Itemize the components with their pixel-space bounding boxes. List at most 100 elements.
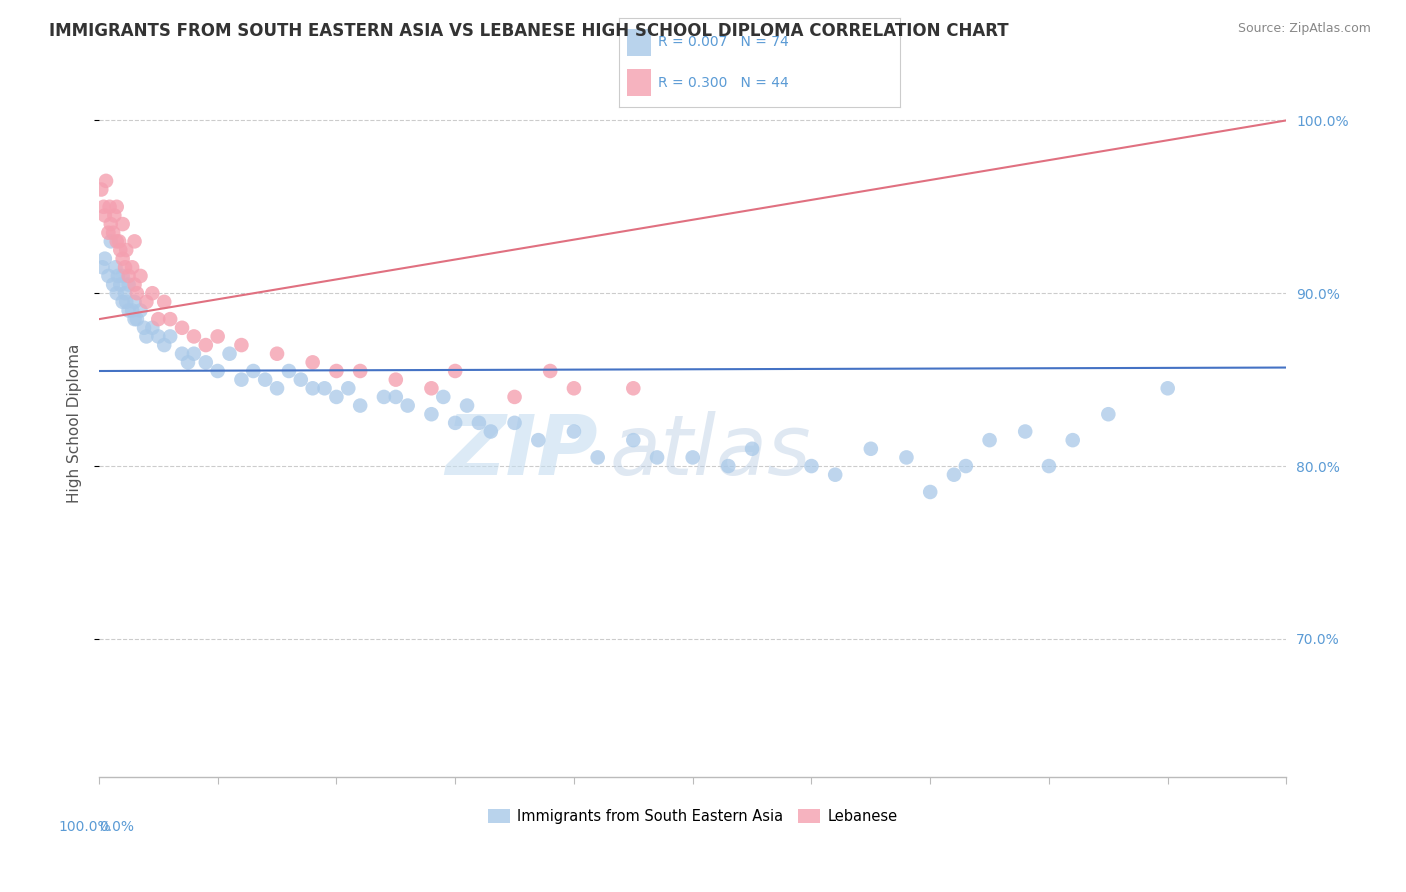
Point [682,450,704,465]
Point [207,364,229,378]
Point [621,433,644,447]
Point [183,347,205,361]
Point [148,329,170,343]
Point [1062,433,1084,447]
Point [586,450,609,465]
Point [800,458,823,473]
Point [108,235,131,249]
Point [183,329,205,343]
Point [231,373,253,387]
Bar [627,29,651,55]
Point [98,200,121,214]
Point [444,364,467,378]
Point [121,303,143,318]
Text: ZIP: ZIP [446,410,598,491]
Point [479,425,502,439]
Point [717,458,740,473]
Point [562,425,585,439]
Point [468,416,491,430]
Point [503,390,526,404]
Point [254,373,277,387]
Point [117,268,139,283]
Point [645,450,668,465]
Text: 100.0%: 100.0% [58,820,111,834]
Point [121,260,143,275]
Point [444,416,467,430]
Point [103,209,125,223]
Point [955,458,977,473]
Point [105,200,128,214]
Point [170,347,193,361]
Point [132,320,155,334]
Point [538,364,561,378]
Point [100,217,122,231]
Text: atlas: atlas [610,410,811,491]
Point [101,277,124,292]
Point [170,320,193,334]
Point [115,294,138,309]
Point [942,467,965,482]
Point [194,355,217,369]
Point [314,381,336,395]
Point [420,381,443,395]
Point [385,390,408,404]
Legend: Immigrants from South Eastern Asia, Lebanese: Immigrants from South Eastern Asia, Leba… [482,804,903,830]
Text: 0.0%: 0.0% [98,820,134,834]
Point [920,485,942,500]
Point [129,303,152,318]
Point [621,381,644,395]
Point [159,312,181,326]
Point [100,235,122,249]
Point [141,320,163,334]
Point [124,277,146,292]
Point [177,355,200,369]
Point [194,338,217,352]
Point [107,268,129,283]
Bar [627,70,651,96]
Point [432,390,454,404]
Point [349,364,371,378]
Point [111,268,134,283]
Point [110,243,132,257]
Point [91,260,114,275]
Point [301,355,323,369]
Point [115,243,138,257]
Point [117,277,139,292]
Point [385,373,408,387]
Point [94,252,117,266]
Point [148,312,170,326]
Point [349,399,371,413]
Point [125,286,148,301]
Point [301,381,323,395]
Point [111,294,134,309]
Point [373,390,395,404]
Point [527,433,550,447]
Point [859,442,882,456]
Point [207,329,229,343]
Point [824,467,846,482]
Point [94,209,117,223]
Point [979,433,1001,447]
Text: Source: ZipAtlas.com: Source: ZipAtlas.com [1237,22,1371,36]
Point [114,260,136,275]
Point [562,381,585,395]
Point [266,347,288,361]
Point [456,399,478,413]
Point [1097,407,1119,421]
Point [1157,381,1180,395]
Point [94,174,117,188]
Point [129,268,152,283]
Point [231,338,253,352]
Point [218,347,240,361]
Point [111,252,134,266]
Point [135,294,157,309]
Point [242,364,264,378]
Point [97,226,120,240]
Point [104,260,127,275]
Point [153,338,176,352]
Point [97,268,120,283]
Point [124,235,146,249]
Point [290,373,312,387]
Point [124,312,146,326]
Point [266,381,288,395]
